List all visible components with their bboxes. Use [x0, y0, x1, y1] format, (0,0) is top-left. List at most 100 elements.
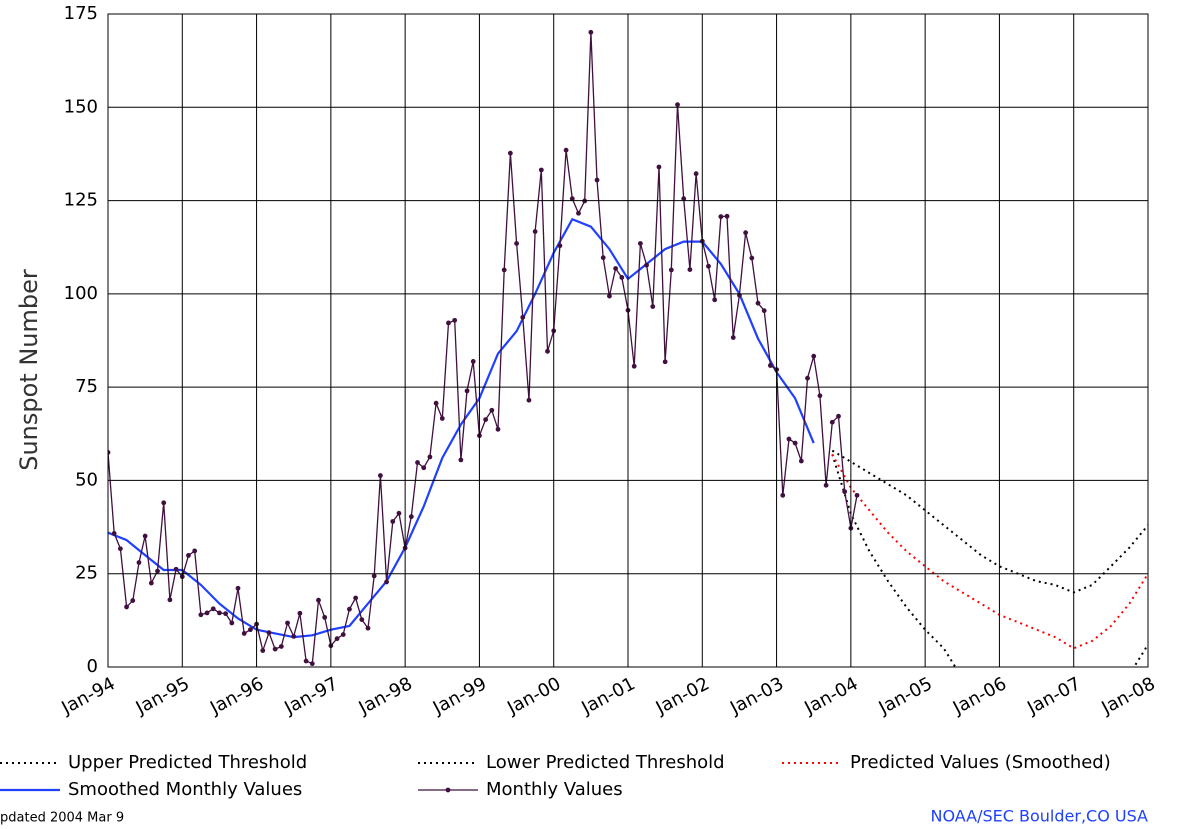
data-point [297, 610, 303, 616]
series-line [831, 454, 1148, 667]
y-tick-label: 50 [75, 469, 98, 490]
data-point [452, 317, 458, 323]
y-tick-label: 0 [87, 656, 98, 677]
x-tick-label: Jan-94 [57, 673, 118, 719]
legend-label: Monthly Values [486, 779, 623, 800]
data-point [210, 606, 216, 612]
data-point [130, 598, 136, 603]
data-point [309, 661, 315, 667]
data-point [637, 241, 643, 246]
data-point [390, 519, 396, 524]
data-point [724, 213, 730, 219]
data-point [656, 164, 662, 170]
data-point [136, 560, 142, 565]
data-point [408, 514, 414, 520]
y-tick-label: 125 [64, 190, 98, 211]
data-point [854, 492, 860, 498]
x-tick-label: Jan-96 [206, 673, 267, 719]
plot-area [108, 29, 1148, 667]
data-point [396, 510, 402, 516]
data-point [507, 150, 513, 156]
data-point [675, 102, 680, 108]
data-point [439, 416, 445, 421]
data-point [111, 531, 117, 536]
data-point [347, 606, 352, 612]
data-point [427, 454, 433, 460]
data-point [192, 548, 198, 554]
data-point [712, 297, 718, 303]
data-point [805, 375, 810, 381]
data-point [167, 597, 173, 603]
data-point [470, 358, 476, 364]
data-point [272, 646, 278, 652]
data-point [662, 359, 668, 365]
data-point [619, 275, 625, 280]
data-point [650, 304, 656, 309]
data-point [842, 489, 848, 495]
data-point [266, 630, 272, 636]
data-point [780, 492, 786, 498]
data-point [545, 348, 550, 354]
data-point [743, 230, 749, 236]
data-point [155, 568, 160, 574]
data-point [384, 579, 389, 585]
data-point [823, 482, 829, 488]
data-point [217, 610, 222, 616]
y-tick-label: 100 [64, 283, 98, 304]
updated-note: pdated 2004 Mar 9 [0, 811, 124, 826]
data-point [644, 262, 649, 268]
data-point [260, 648, 266, 653]
data-point [520, 314, 526, 320]
x-tick-label: Jan-07 [1023, 673, 1084, 719]
data-point [792, 440, 798, 446]
data-point [316, 597, 321, 603]
data-point [501, 267, 507, 273]
data-point [706, 263, 711, 269]
legend-label: Predicted Values (Smoothed) [850, 752, 1111, 773]
data-point [730, 335, 736, 340]
data-point [495, 426, 501, 432]
x-tick-label: Jan-95 [132, 673, 193, 719]
data-point [278, 644, 284, 649]
legend-marker [445, 787, 451, 793]
data-point [532, 229, 538, 234]
data-point [148, 580, 154, 586]
data-point [173, 566, 179, 572]
data-point [229, 620, 235, 626]
y-tick-label: 175 [64, 3, 98, 24]
data-point [798, 458, 804, 464]
data-point [204, 610, 210, 616]
x-tick-label: Jan-08 [1097, 673, 1158, 719]
data-point [291, 634, 297, 639]
data-point [415, 460, 420, 465]
data-point [811, 353, 817, 359]
data-point [340, 632, 346, 637]
data-point [421, 465, 427, 471]
data-point [829, 419, 835, 425]
data-point [681, 196, 687, 202]
data-point [322, 614, 328, 620]
data-point [538, 167, 544, 173]
y-axis-label: Sunspot Number [15, 269, 43, 471]
data-point [223, 611, 229, 617]
data-point [588, 29, 594, 35]
data-point [687, 267, 693, 273]
x-tick-label: Jan-01 [577, 673, 638, 719]
series-line [831, 453, 1148, 650]
data-point [161, 500, 167, 506]
data-point [247, 627, 253, 633]
data-point [668, 267, 674, 273]
data-point [241, 631, 247, 636]
data-point [303, 658, 309, 664]
data-point [117, 546, 123, 552]
data-point [198, 612, 204, 618]
data-point [569, 196, 575, 202]
data-point [576, 210, 581, 216]
x-tick-label: Jan-97 [280, 673, 341, 719]
data-point [613, 266, 619, 271]
x-tick-label: Jan-05 [875, 673, 936, 719]
data-point [108, 450, 111, 455]
data-point [142, 533, 148, 539]
data-point [755, 300, 761, 306]
legend-label: Lower Predicted Threshold [486, 752, 725, 773]
